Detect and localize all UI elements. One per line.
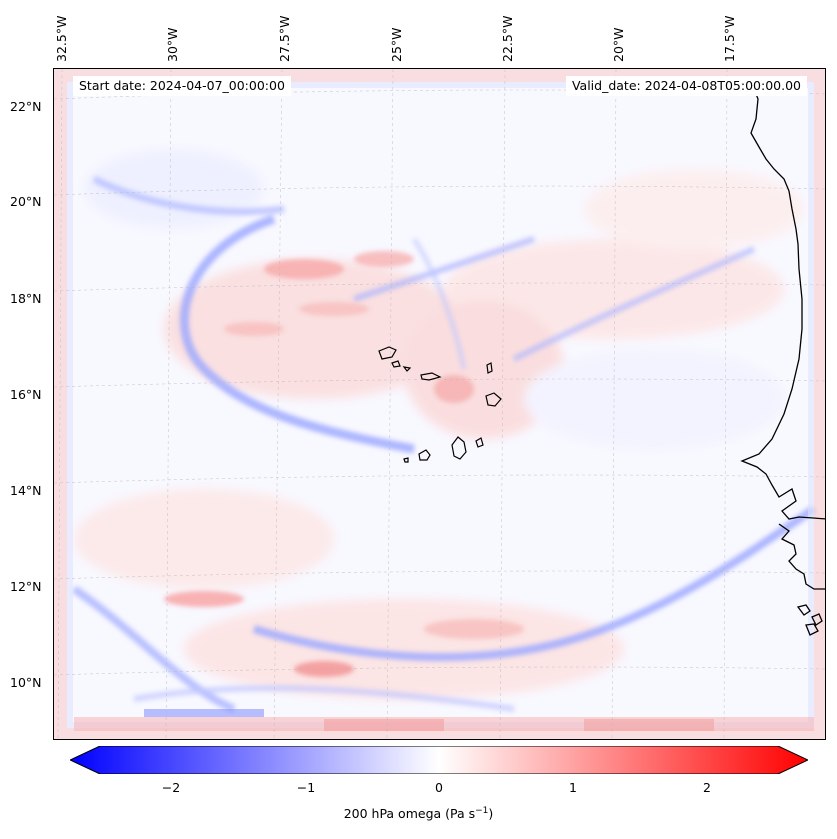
island-santa-luzia [402,366,412,372]
colorbar-tick-2: 2 [703,780,711,795]
island-boa-vista [485,392,502,407]
lat-label-10n: 10°N [10,675,42,690]
lon-label-32.5w: 32.5°W [54,15,69,62]
lon-label-20w: 20°W [611,27,626,62]
island-bijagos-1 [796,604,811,616]
island-fogo [418,449,431,461]
colorbar-label-superscript: −1 [475,806,489,816]
lat-label-20n: 20°N [10,194,42,209]
lat-label-18n: 18°N [10,291,42,306]
map-frame [53,68,826,740]
lon-label-30w: 30°W [165,27,180,62]
island-maio [475,437,484,448]
island-bijagos-3 [805,623,819,636]
colorbar-tick-0: 0 [435,780,443,795]
lon-label-27.5w: 27.5°W [277,15,292,62]
african-coastline [740,88,825,636]
island-brava [403,457,409,463]
colorbar-tick-neg2: −2 [161,780,181,795]
colorbar-label: 200 hPa omega (Pa s−1) [0,806,837,821]
lon-label-17.5w: 17.5°W [722,15,737,62]
lon-label-22.5w: 22.5°W [500,15,515,62]
lat-label-14n: 14°N [10,483,42,498]
coastline-gambia-guinea [778,523,825,590]
island-sao-nicolau [420,372,442,381]
colorbar-label-suffix: ) [488,806,494,822]
field-edge-band [54,69,825,739]
omega-field-map [54,69,825,739]
colorbar-label-prefix: 200 hPa omega (Pa s [343,806,476,822]
island-sal [486,362,493,374]
colorbar-tick-neg1: −1 [296,780,316,795]
coastline-senegal-mauritania [740,88,825,520]
colorbar-tick-1: 1 [569,780,577,795]
valid-date-annotation: Valid_date: 2024-04-08T05:00:00.00 [565,76,807,96]
lon-label-25w: 25°W [389,27,404,62]
field-blue-bands [71,175,817,713]
island-bijagos-2 [811,613,823,626]
gridlines [54,69,825,739]
island-santiago [451,436,467,460]
start-date-annotation: Start date: 2024-04-07_00:00:00 [73,76,291,96]
colorbar [70,746,808,774]
cape-verde-islands [378,346,502,463]
island-santo-antao [378,346,397,360]
field-smooth-anomalies [74,149,804,699]
island-sao-vicente [391,360,401,368]
colorbar-gradient [70,746,808,774]
field-red-speckles [164,251,524,677]
lat-label-16n: 16°N [10,387,42,402]
lat-label-12n: 12°N [10,579,42,594]
lat-label-22n: 22°N [10,99,42,114]
